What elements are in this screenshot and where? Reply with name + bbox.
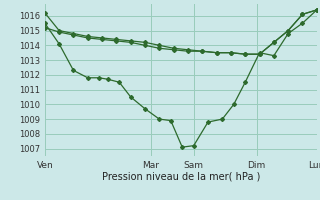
X-axis label: Pression niveau de la mer( hPa ): Pression niveau de la mer( hPa ) (102, 171, 260, 181)
